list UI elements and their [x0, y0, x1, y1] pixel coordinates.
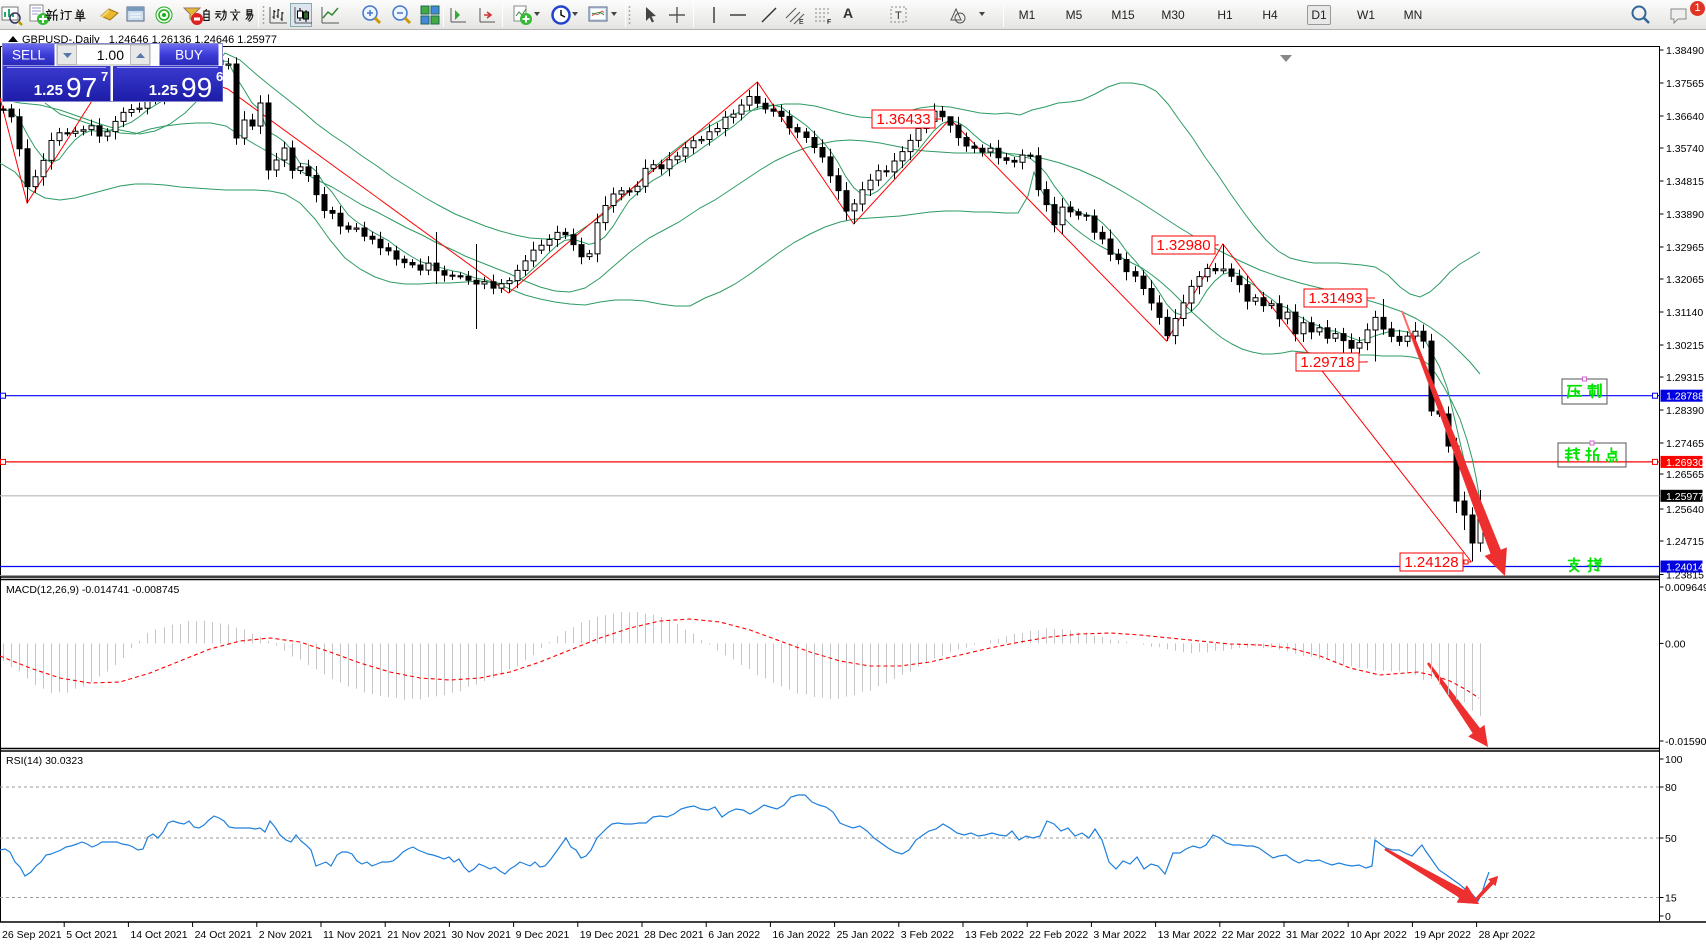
svg-text:21 Nov 2021: 21 Nov 2021	[387, 929, 447, 941]
svg-text:1.30215: 1.30215	[1666, 340, 1704, 352]
svg-text:15: 15	[1665, 893, 1677, 905]
svg-text:SELL: SELL	[12, 48, 46, 63]
svg-text:1.24014: 1.24014	[1666, 562, 1704, 574]
svg-text:1.36640: 1.36640	[1666, 111, 1704, 123]
svg-text:100: 100	[1665, 754, 1683, 766]
svg-text:1.31140: 1.31140	[1666, 307, 1703, 319]
svg-text:97: 97	[66, 72, 97, 103]
svg-text:0.009649: 0.009649	[1665, 582, 1706, 594]
svg-text:28 Apr 2022: 28 Apr 2022	[1479, 929, 1536, 941]
svg-text:13 Feb 2022: 13 Feb 2022	[965, 929, 1024, 941]
svg-text:1.25: 1.25	[34, 82, 63, 99]
svg-text:6: 6	[216, 69, 223, 84]
svg-text:MACD(12,26,9) -0.014741 -0.008: MACD(12,26,9) -0.014741 -0.008745	[6, 584, 180, 596]
svg-text:10 Apr 2022: 10 Apr 2022	[1350, 929, 1407, 941]
svg-text:24 Oct 2021: 24 Oct 2021	[195, 929, 252, 941]
svg-text:19 Apr 2022: 19 Apr 2022	[1414, 929, 1471, 941]
svg-text:22 Feb 2022: 22 Feb 2022	[1029, 929, 1088, 941]
svg-text:25 Jan 2022: 25 Jan 2022	[837, 929, 895, 941]
svg-text:1.24128: 1.24128	[1404, 554, 1458, 571]
svg-text:5 Oct 2021: 5 Oct 2021	[66, 929, 118, 941]
svg-text:1.32065: 1.32065	[1666, 274, 1704, 286]
svg-text:1.27465: 1.27465	[1666, 438, 1704, 450]
svg-text:1.26930: 1.26930	[1666, 457, 1704, 469]
svg-text:1.25977: 1.25977	[1666, 491, 1704, 503]
svg-text:1.32965: 1.32965	[1666, 242, 1704, 254]
svg-text:1.37565: 1.37565	[1666, 78, 1704, 90]
svg-text:1.25640: 1.25640	[1666, 504, 1704, 516]
svg-text:50: 50	[1665, 833, 1677, 845]
svg-text:16 Jan 2022: 16 Jan 2022	[772, 929, 830, 941]
svg-text:E: E	[799, 19, 804, 26]
svg-text:26 Sep 2021: 26 Sep 2021	[2, 929, 62, 941]
svg-text:1.38490: 1.38490	[1666, 45, 1704, 57]
svg-text:28 Dec 2021: 28 Dec 2021	[644, 929, 704, 941]
svg-text:22 Mar 2022: 22 Mar 2022	[1222, 929, 1281, 941]
svg-text:0: 0	[1665, 911, 1671, 923]
svg-text:9 Dec 2021: 9 Dec 2021	[516, 929, 570, 941]
svg-text:1.34815: 1.34815	[1666, 176, 1704, 188]
svg-text:1.25: 1.25	[149, 82, 178, 99]
svg-text:99: 99	[181, 72, 212, 103]
svg-text:1.24715: 1.24715	[1666, 536, 1704, 548]
svg-text:1.32980: 1.32980	[1156, 237, 1210, 254]
svg-text:F: F	[827, 19, 831, 26]
svg-text:30 Nov 2021: 30 Nov 2021	[451, 929, 511, 941]
svg-text:1.31493: 1.31493	[1308, 290, 1362, 307]
svg-text:BUY: BUY	[175, 48, 203, 63]
svg-text:6 Jan 2022: 6 Jan 2022	[708, 929, 760, 941]
svg-text:-0.015903: -0.015903	[1665, 736, 1706, 748]
svg-text:80: 80	[1665, 782, 1677, 794]
svg-text:3 Mar 2022: 3 Mar 2022	[1093, 929, 1146, 941]
svg-text:1.29718: 1.29718	[1300, 354, 1354, 371]
svg-text:1.33890: 1.33890	[1666, 209, 1704, 221]
svg-text:1.26565: 1.26565	[1666, 469, 1704, 481]
svg-text:1.28788: 1.28788	[1666, 391, 1704, 403]
svg-text:1.29315: 1.29315	[1666, 372, 1704, 384]
svg-text:31 Mar 2022: 31 Mar 2022	[1286, 929, 1345, 941]
svg-text:7: 7	[101, 69, 108, 84]
svg-text:2 Nov 2021: 2 Nov 2021	[259, 929, 313, 941]
svg-text:1.35740: 1.35740	[1666, 143, 1704, 155]
svg-text:T: T	[895, 10, 902, 22]
svg-text:11 Nov 2021: 11 Nov 2021	[323, 929, 382, 941]
svg-text:1.36433: 1.36433	[876, 111, 930, 128]
svg-text:19 Dec 2021: 19 Dec 2021	[580, 929, 640, 941]
svg-text:13 Mar 2022: 13 Mar 2022	[1158, 929, 1217, 941]
svg-text:1.28390: 1.28390	[1666, 405, 1704, 417]
svg-text:1.00: 1.00	[97, 47, 124, 63]
svg-text:0.00: 0.00	[1665, 638, 1686, 650]
svg-text:14 Oct 2021: 14 Oct 2021	[130, 929, 187, 941]
svg-text:3 Feb 2022: 3 Feb 2022	[901, 929, 954, 941]
svg-text:RSI(14) 30.0323: RSI(14) 30.0323	[6, 755, 83, 767]
